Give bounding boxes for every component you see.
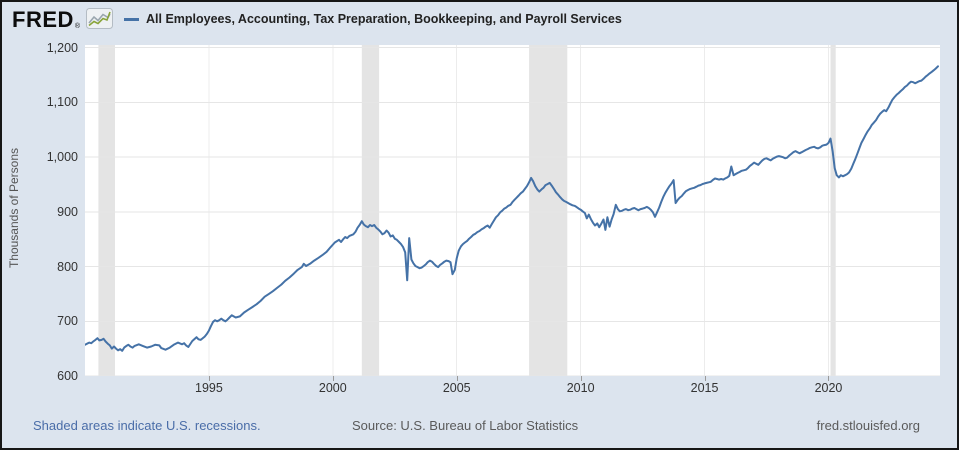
y-tick-label: 1,200 xyxy=(46,40,78,55)
y-axis-title: Thousands of Persons xyxy=(7,147,21,269)
x-tick-mark xyxy=(828,376,830,381)
x-tick-mark xyxy=(580,376,582,381)
y-tick-label: 900 xyxy=(57,204,78,219)
legend-line-swatch xyxy=(124,17,139,21)
recession-note-link[interactable]: Shaded areas indicate U.S. recessions. xyxy=(33,418,261,433)
x-tick-label: 2010 xyxy=(566,381,595,395)
recession-band xyxy=(361,45,380,376)
y-tick-label: 800 xyxy=(57,259,78,274)
x-tick-mark xyxy=(456,376,458,381)
y-tick-label: 700 xyxy=(57,314,78,329)
x-tick-label: 2015 xyxy=(690,381,719,395)
x-tick-mark xyxy=(332,376,334,381)
plot-area[interactable] xyxy=(85,45,940,376)
y-tick-label: 1,000 xyxy=(46,150,78,165)
x-tick-label: 2005 xyxy=(442,381,471,395)
registered-trademark-icon: ® xyxy=(74,23,81,30)
recession-band xyxy=(98,45,115,376)
fred-logo[interactable]: FRED® xyxy=(12,7,81,33)
chart-line-svg xyxy=(85,45,940,376)
legend-series-label[interactable]: All Employees, Accounting, Tax Preparati… xyxy=(146,12,622,26)
recession-band xyxy=(830,45,836,376)
y-tick-label: 1,100 xyxy=(46,95,78,110)
x-tick-label: 1995 xyxy=(195,381,223,395)
chart-legend: All Employees, Accounting, Tax Preparati… xyxy=(124,11,622,27)
x-tick-label: 2020 xyxy=(814,381,843,395)
fred-site-link[interactable]: fred.stlouisfed.org xyxy=(816,418,920,433)
x-tick-mark xyxy=(704,376,706,381)
source-text[interactable]: Source: U.S. Bureau of Labor Statistics xyxy=(352,418,579,433)
data-series-line xyxy=(85,65,939,352)
fred-logo-chart-icon xyxy=(86,8,113,29)
x-tick-label: 2000 xyxy=(318,381,347,395)
fred-logo-text: FRED xyxy=(12,7,74,32)
y-tick-label: 600 xyxy=(57,369,78,383)
recession-band xyxy=(529,45,568,376)
x-tick-mark xyxy=(208,376,210,381)
